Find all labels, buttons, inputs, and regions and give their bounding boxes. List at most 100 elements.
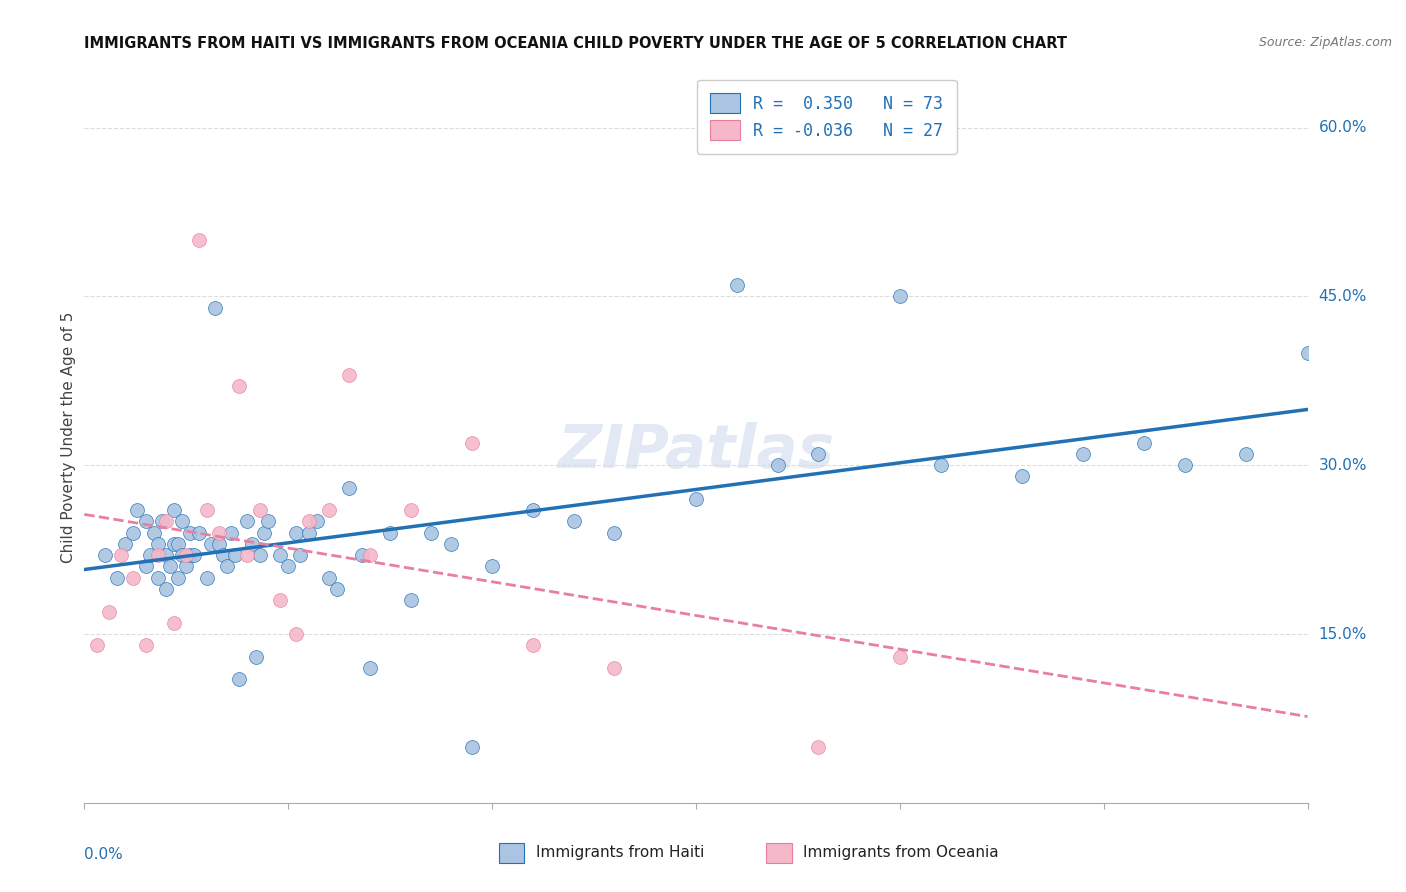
Point bbox=[174, 548, 197, 562]
Text: 45.0%: 45.0% bbox=[1319, 289, 1367, 304]
Point bbox=[522, 638, 544, 652]
Point bbox=[298, 525, 321, 540]
Point bbox=[93, 548, 115, 562]
Point bbox=[236, 515, 259, 529]
Point bbox=[766, 458, 789, 473]
Point bbox=[298, 515, 321, 529]
Point bbox=[135, 559, 157, 574]
Point bbox=[219, 525, 242, 540]
Point bbox=[1011, 469, 1033, 483]
Point bbox=[224, 548, 246, 562]
Point bbox=[339, 481, 360, 495]
Point bbox=[269, 548, 291, 562]
Point bbox=[399, 593, 422, 607]
Bar bbox=[499, 843, 524, 863]
Point bbox=[150, 515, 173, 529]
Point bbox=[172, 548, 194, 562]
Point bbox=[725, 278, 748, 293]
Point bbox=[236, 548, 259, 562]
Point bbox=[155, 515, 177, 529]
Point bbox=[318, 571, 340, 585]
Point bbox=[359, 548, 381, 562]
Point bbox=[290, 548, 312, 562]
Point bbox=[481, 559, 503, 574]
Text: Source: ZipAtlas.com: Source: ZipAtlas.com bbox=[1258, 36, 1392, 49]
Text: 0.0%: 0.0% bbox=[84, 847, 124, 862]
Text: ZIPatlas: ZIPatlas bbox=[557, 422, 835, 481]
Point bbox=[318, 503, 340, 517]
Point bbox=[122, 571, 145, 585]
Point bbox=[277, 559, 299, 574]
Point bbox=[208, 525, 231, 540]
Point bbox=[889, 649, 911, 664]
Point bbox=[1234, 447, 1257, 461]
Point bbox=[228, 379, 250, 393]
Point bbox=[86, 638, 108, 652]
Point bbox=[135, 638, 157, 652]
Point bbox=[146, 537, 169, 551]
Point bbox=[163, 537, 186, 551]
Point bbox=[155, 582, 177, 596]
Text: 30.0%: 30.0% bbox=[1319, 458, 1367, 473]
Text: IMMIGRANTS FROM HAITI VS IMMIGRANTS FROM OCEANIA CHILD POVERTY UNDER THE AGE OF : IMMIGRANTS FROM HAITI VS IMMIGRANTS FROM… bbox=[84, 36, 1067, 51]
Point bbox=[257, 515, 280, 529]
Point bbox=[249, 503, 271, 517]
Point bbox=[167, 571, 190, 585]
Point bbox=[929, 458, 952, 473]
Point bbox=[253, 525, 276, 540]
Point bbox=[807, 739, 830, 754]
Point bbox=[167, 537, 190, 551]
Point bbox=[326, 582, 349, 596]
Point bbox=[807, 447, 830, 461]
Point bbox=[685, 491, 707, 506]
Point bbox=[359, 661, 381, 675]
Point bbox=[269, 593, 291, 607]
Point bbox=[522, 503, 544, 517]
Point bbox=[195, 503, 218, 517]
Point bbox=[195, 571, 218, 585]
Point bbox=[187, 525, 209, 540]
Point bbox=[122, 525, 145, 540]
Point bbox=[1296, 345, 1319, 359]
Point bbox=[440, 537, 463, 551]
Text: Immigrants from Oceania: Immigrants from Oceania bbox=[803, 846, 998, 860]
Point bbox=[399, 503, 422, 517]
Point bbox=[350, 548, 373, 562]
Point bbox=[461, 739, 484, 754]
Point bbox=[889, 289, 911, 303]
Point bbox=[114, 537, 136, 551]
Point bbox=[380, 525, 402, 540]
Point bbox=[1174, 458, 1197, 473]
Point bbox=[285, 627, 308, 641]
Point bbox=[461, 435, 484, 450]
Point bbox=[305, 515, 328, 529]
Point bbox=[217, 559, 239, 574]
Point bbox=[97, 605, 120, 619]
Point bbox=[249, 548, 271, 562]
Point bbox=[208, 537, 231, 551]
Point bbox=[155, 548, 177, 562]
Point bbox=[172, 515, 194, 529]
Point bbox=[603, 661, 626, 675]
Point bbox=[159, 559, 181, 574]
Point bbox=[285, 525, 308, 540]
Text: Immigrants from Haiti: Immigrants from Haiti bbox=[536, 846, 704, 860]
Point bbox=[179, 525, 201, 540]
Text: 15.0%: 15.0% bbox=[1319, 626, 1367, 641]
Point bbox=[110, 548, 132, 562]
Point bbox=[142, 525, 165, 540]
Point bbox=[163, 503, 186, 517]
Point bbox=[603, 525, 626, 540]
Point bbox=[1071, 447, 1094, 461]
Point bbox=[105, 571, 128, 585]
Point bbox=[179, 548, 201, 562]
Point bbox=[204, 301, 226, 315]
Point bbox=[174, 559, 197, 574]
Point bbox=[146, 571, 169, 585]
Point bbox=[138, 548, 160, 562]
Point bbox=[420, 525, 443, 540]
Point bbox=[240, 537, 263, 551]
Point bbox=[183, 548, 205, 562]
Y-axis label: Child Poverty Under the Age of 5: Child Poverty Under the Age of 5 bbox=[60, 311, 76, 563]
Point bbox=[562, 515, 585, 529]
